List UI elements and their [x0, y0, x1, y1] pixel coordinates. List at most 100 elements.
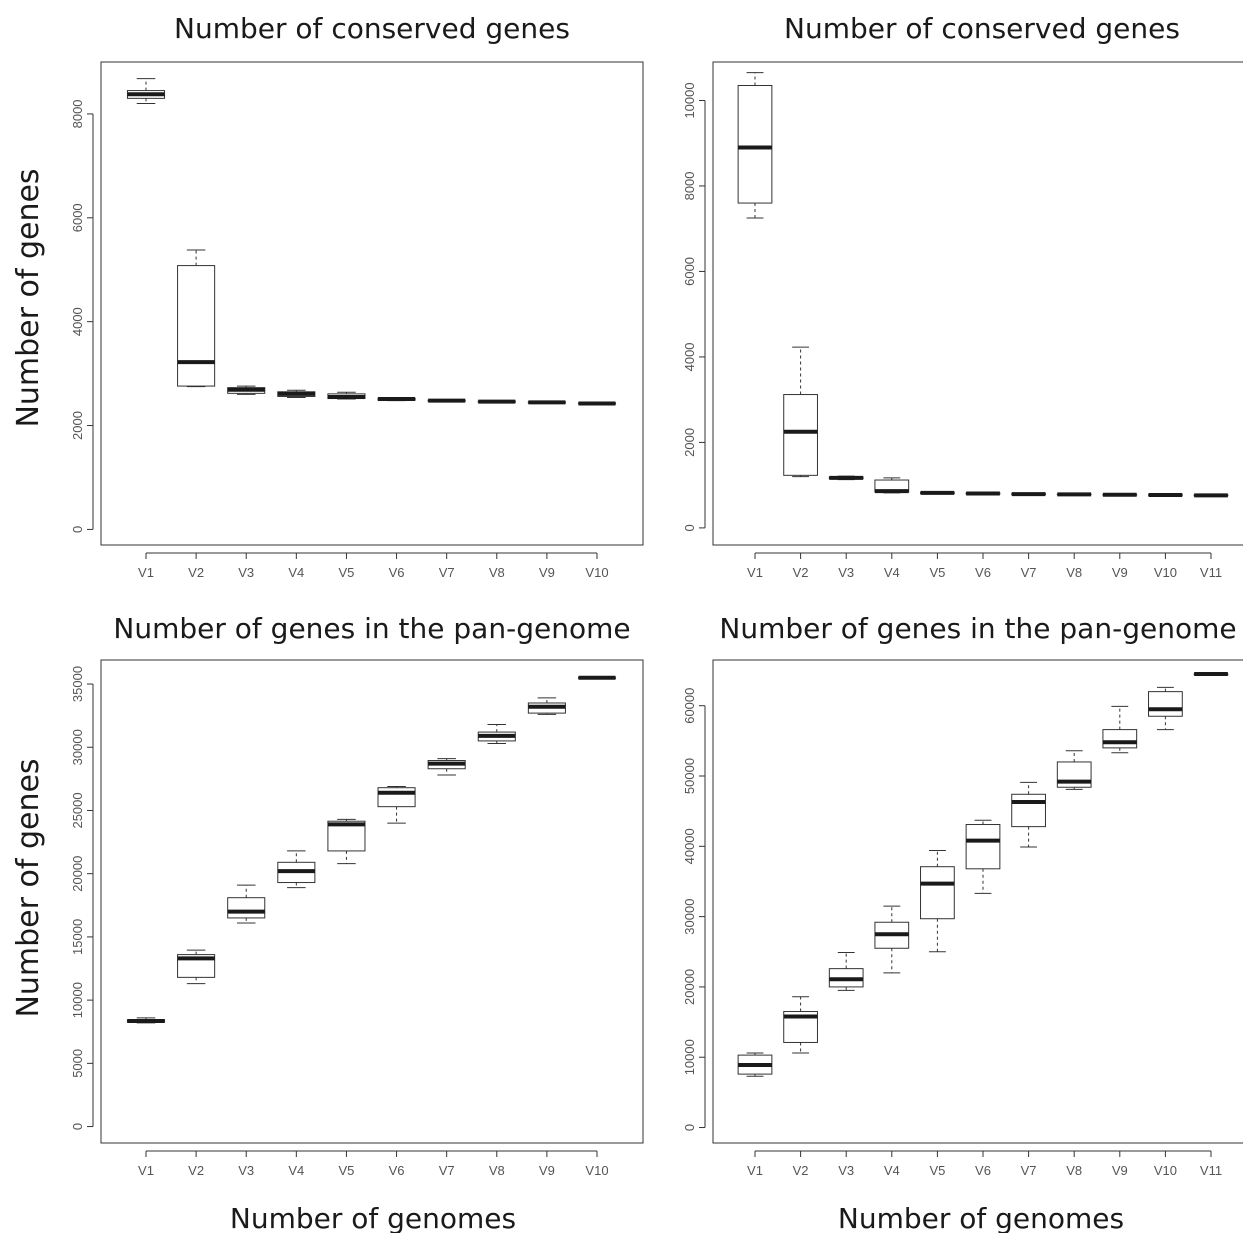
y-tick-label: 40000: [682, 828, 697, 864]
x-tick-label: V1: [138, 565, 154, 580]
x-tick-label: V11: [1200, 1163, 1222, 1178]
iqr-box: [920, 866, 955, 920]
boxplot-v8: [1056, 492, 1092, 497]
x-tick-label: V7: [1021, 565, 1037, 580]
boxplot-v11: [1193, 672, 1229, 677]
x-axis-label-left: Number of genomes: [230, 1202, 516, 1233]
iqr-box: [177, 265, 216, 387]
boxplot-v2: [177, 249, 216, 388]
boxplot-v5: [327, 391, 366, 400]
iqr-box: [1011, 793, 1046, 828]
boxplot-v10: [1148, 492, 1183, 497]
y-tick-label: 10000: [682, 82, 697, 118]
y-tick-label: 8000: [682, 171, 697, 200]
x-tick-label: V2: [793, 1163, 809, 1178]
x-tick-label: V8: [1066, 565, 1082, 580]
y-tick-label: 0: [682, 524, 697, 531]
y-tick-label: 10000: [682, 1039, 697, 1075]
iqr-box: [1148, 691, 1183, 717]
x-tick-label: V1: [138, 1163, 154, 1178]
panel-4-pan-genome: 0 10000 20000 30000 40000 50000 60000 V1 V2 V3 V4 V…: [682, 659, 1243, 1178]
boxplot-v5: [327, 818, 366, 865]
x-tick-label: V9: [539, 1163, 555, 1178]
y-tick-label: 50000: [682, 758, 697, 794]
y-tick-label: 0: [682, 1124, 697, 1131]
boxplot-v9: [1102, 705, 1138, 754]
boxplot-v9: [527, 400, 566, 405]
x-tick-label: V8: [1066, 1163, 1082, 1178]
y-tick-label: 8000: [70, 99, 85, 128]
y-tick-label: 15000: [70, 919, 85, 955]
boxplot-v1: [126, 1017, 166, 1024]
x-tick-label: V8: [489, 1163, 505, 1178]
x-tick-label: V10: [585, 565, 608, 580]
panel-2-title: Number of conserved genes: [784, 12, 1180, 45]
y-tick-label: 20000: [682, 969, 697, 1005]
y-tick-label: 0: [70, 526, 85, 533]
x-tick-label: V9: [539, 565, 555, 580]
iqr-box: [965, 824, 1001, 870]
boxplot-v3: [227, 385, 266, 395]
x-tick-label: V7: [439, 1163, 455, 1178]
boxplot-v5: [920, 850, 955, 953]
x-tick-label: V3: [238, 565, 254, 580]
x-axis-label-right: Number of genomes: [838, 1202, 1124, 1233]
iqr-box: [783, 394, 818, 476]
boxplot-v8: [1056, 750, 1092, 790]
boxplot-v7: [427, 398, 466, 403]
panel-2-conserved-genes: 0 2000 4000 6000 8000 10000 V1 V2 V3 V4 V5 V6 V7 V8 V9…: [682, 61, 1243, 580]
boxplot-v11: [1193, 493, 1229, 498]
x-tick-label: V3: [238, 1163, 254, 1178]
y-tick-label: 6000: [70, 203, 85, 232]
boxplot-v1: [126, 78, 166, 105]
x-tick-label: V11: [1200, 565, 1222, 580]
boxplot-v3: [227, 884, 266, 924]
y-tick-label: 20000: [70, 856, 85, 892]
boxplot-v8: [477, 399, 516, 404]
y-tick-label: 25000: [70, 792, 85, 828]
x-tick-label: V5: [338, 1163, 354, 1178]
boxplot-v6: [965, 819, 1001, 894]
boxplot-v1: [737, 1052, 773, 1077]
iqr-box: [1102, 729, 1138, 749]
x-tick-label: V4: [288, 565, 304, 580]
boxplot-v8: [477, 723, 516, 744]
y-axis-label-bottom: Number of genes: [11, 758, 46, 1017]
panel-4-title: Number of genes in the pan-genome: [719, 612, 1236, 645]
x-tick-label: V7: [1021, 1163, 1037, 1178]
x-tick-label: V2: [793, 565, 809, 580]
boxplot-v10: [577, 675, 617, 680]
x-tick-label: V5: [929, 1163, 945, 1178]
boxplot-v7: [427, 758, 466, 776]
x-tick-label: V3: [838, 565, 854, 580]
y-tick-label: 0: [70, 1123, 85, 1130]
x-tick-label: V6: [975, 1163, 991, 1178]
plot-frame: [100, 659, 644, 1144]
boxplot-v7: [1011, 492, 1046, 497]
x-tick-label: V2: [188, 565, 204, 580]
x-tick-label: V1: [747, 1163, 763, 1178]
x-tick-label: V6: [975, 565, 991, 580]
x-tick-label: V4: [884, 1163, 900, 1178]
boxplot-v5: [920, 490, 955, 495]
x-tick-label: V2: [188, 1163, 204, 1178]
x-tick-label: V5: [929, 565, 945, 580]
y-tick-label: 4000: [70, 307, 85, 336]
boxplot-v2: [783, 996, 818, 1054]
boxplot-v1: [737, 72, 773, 219]
x-tick-label: V10: [1154, 1163, 1177, 1178]
y-tick-label: 35000: [70, 666, 85, 702]
panel-1-title: Number of conserved genes: [174, 12, 570, 45]
boxplot-v6: [377, 397, 416, 402]
iqr-box: [737, 85, 773, 204]
x-tick-label: V10: [1154, 565, 1177, 580]
y-tick-label: 6000: [682, 257, 697, 286]
x-tick-label: V5: [338, 565, 354, 580]
y-tick-label: 30000: [70, 729, 85, 765]
x-tick-label: V9: [1112, 1163, 1128, 1178]
x-tick-label: V1: [747, 565, 763, 580]
boxplot-v3: [828, 475, 864, 481]
panel-3-pan-genome: 0 5000 10000 15000 20000 25000 30000 35000 V1 V2 V…: [70, 659, 644, 1178]
iqr-box: [377, 787, 416, 808]
